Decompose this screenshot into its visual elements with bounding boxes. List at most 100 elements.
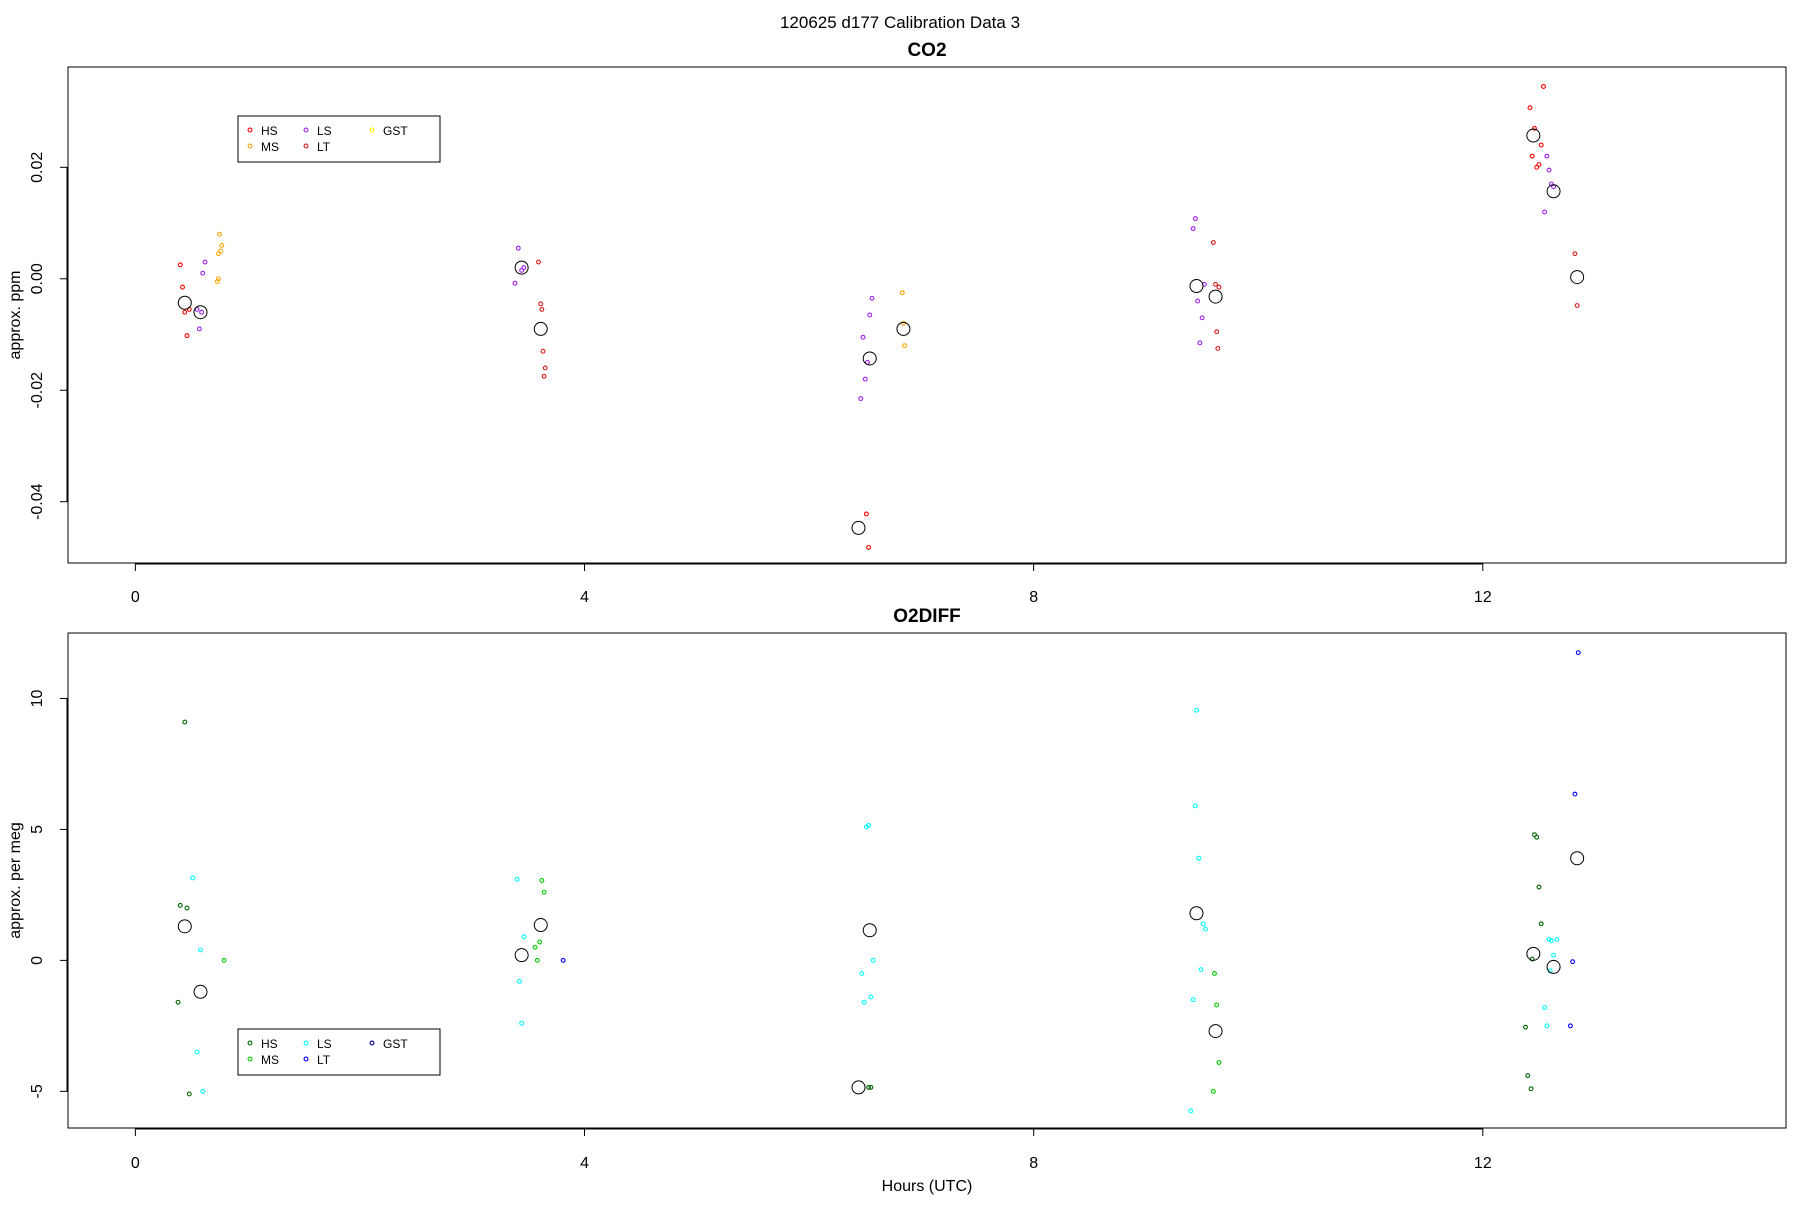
mean-point [514,260,529,275]
legend: HS MS LS LT GST [237,1028,441,1076]
data-point [867,312,873,318]
data-point [177,262,183,268]
data-point [200,1088,206,1094]
data-point [1554,936,1560,942]
legend-marker-gst [369,1040,375,1046]
legend-label-ms: MS [261,140,279,154]
mean-point [896,321,911,336]
y-tick-label: 10 [29,689,46,707]
data-point [194,306,200,312]
series-ms [221,878,1222,1094]
data-point [1534,834,1540,840]
data-point [534,957,540,963]
data-point [1192,216,1198,222]
data-point [175,999,181,1005]
data-point [1190,226,1196,232]
data-point [1197,340,1203,346]
data-point [1525,1073,1531,1079]
data-point [515,245,521,251]
legend-marker-hs [247,127,253,133]
data-point [861,999,867,1005]
data-point [512,280,518,286]
data-point [542,365,548,371]
plot-frame [67,66,1787,564]
legend-marker-gst [369,127,375,133]
data-point [539,878,545,883]
data-point [177,902,183,908]
mean-point [533,918,548,933]
mean-point [193,305,208,320]
data-point [868,994,874,1000]
data-point [1536,884,1542,890]
y-tick-label: 0.02 [29,152,46,183]
data-point [1192,803,1198,809]
data-point [866,544,872,550]
data-point [186,1091,192,1097]
data-point [1194,707,1199,713]
data-point [866,823,872,828]
data-point [196,326,202,332]
x-tick-label: 4 [580,589,589,606]
mean-point [1546,959,1561,974]
legend-label-gst: GST [383,1037,408,1051]
data-point [516,978,522,984]
legend-label-lt: LT [317,1053,331,1067]
data-point [1572,791,1578,797]
data-point [1188,1108,1194,1114]
series-ms [214,231,907,349]
data-point [541,889,547,895]
data-point [1546,167,1552,173]
data-point [1199,315,1205,321]
series-ls [190,707,1560,1114]
mean-point [851,1080,866,1095]
y-tick-label: -0.02 [29,372,46,409]
legend-label-gst: GST [383,124,408,138]
data-point [218,248,224,254]
mean-point [1570,270,1585,285]
data-point [1216,284,1222,290]
mean-point [1526,128,1541,143]
data-point [1212,971,1217,976]
data-point [1542,1005,1548,1010]
data-point [199,309,205,315]
data-point [560,957,566,963]
legend-label-lt: LT [317,140,331,154]
data-point [190,875,196,881]
data-point [1529,153,1535,159]
data-point [1215,345,1221,351]
mean-point [1546,184,1561,199]
data-point [1538,921,1544,927]
mean-point [1208,1024,1223,1039]
data-point [536,259,541,265]
data-point [1551,952,1557,958]
mean-point [177,295,192,310]
y-tick-label: 0.00 [29,263,46,294]
data-point [899,290,905,296]
legend-label-ms: MS [261,1053,279,1067]
legend-label-ls: LS [317,124,332,138]
series-lt [536,240,1580,379]
data-point [1551,184,1557,190]
data-point [541,373,547,379]
data-point [216,276,221,282]
legend-marker-ls [303,1040,309,1046]
legend-marker-hs [247,1040,253,1046]
legend-marker-ms [247,143,253,149]
data-point [1210,1088,1216,1094]
data-point [858,396,864,402]
data-point [538,301,544,307]
data-point [537,939,543,945]
data-point [860,334,866,340]
data-point [1200,921,1206,927]
data-point [198,947,203,953]
x-tick-label: 4 [580,1155,589,1172]
mean-point [533,321,548,336]
y-axis-label: approx. ppm [7,271,24,360]
legend-label-ls: LS [317,1037,332,1051]
data-point [863,511,869,517]
y-tick-label: 5 [29,825,46,834]
data-point [870,957,876,963]
x-tick-label: 8 [1029,1155,1038,1172]
data-point [184,333,190,339]
data-point [540,348,546,354]
